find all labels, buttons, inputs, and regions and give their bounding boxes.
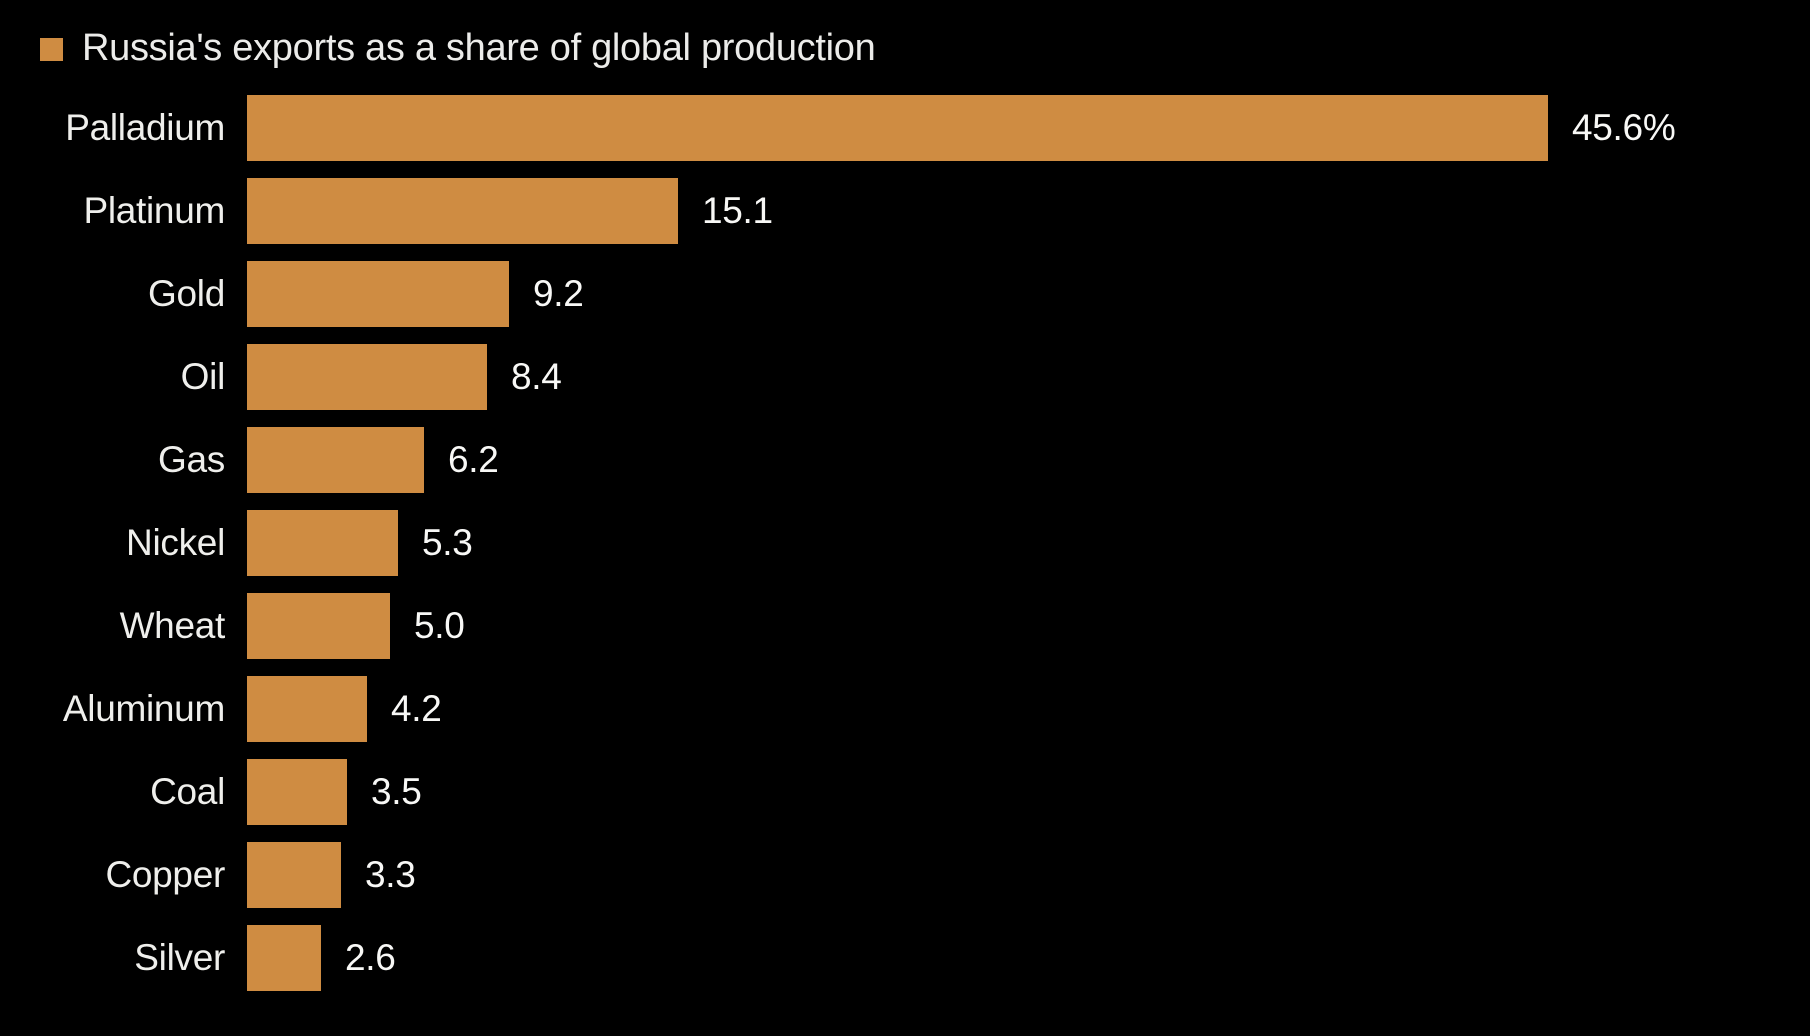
category-label: Copper	[105, 854, 225, 895]
category-label: Palladium	[65, 107, 225, 148]
value-label: 3.5	[371, 771, 422, 812]
bar	[247, 510, 398, 576]
value-label: 9.2	[533, 273, 584, 314]
value-label: 5.0	[414, 605, 465, 646]
bar	[247, 95, 1548, 161]
bar-row: Silver 2.6	[0, 925, 1810, 991]
value-label: 5.3	[422, 522, 473, 563]
value-label: 8.4	[511, 356, 562, 397]
bar-row: Gas 6.2	[0, 427, 1810, 493]
category-label: Coal	[150, 771, 225, 812]
bar-row: Oil 8.4	[0, 344, 1810, 410]
bar-row: Gold 9.2	[0, 261, 1810, 327]
value-label: 3.3	[365, 854, 416, 895]
bar-row: Palladium 45.6%	[0, 95, 1810, 161]
bar-row: Copper 3.3	[0, 842, 1810, 908]
bar-rows: Palladium 45.6% Platinum 15.1 Gold 9.2 Oil 8.4 G…	[0, 95, 1810, 1008]
bar-row: Nickel 5.3	[0, 510, 1810, 576]
bar-row: Coal 3.5	[0, 759, 1810, 825]
legend-label: Russia's exports as a share of global pr…	[82, 26, 876, 69]
bar-row: Aluminum 4.2	[0, 676, 1810, 742]
bar-row: Platinum 15.1	[0, 178, 1810, 244]
category-label: Platinum	[83, 190, 225, 231]
bar	[247, 842, 341, 908]
bar-row: Wheat 5.0	[0, 593, 1810, 659]
bar	[247, 261, 509, 327]
category-label: Gold	[148, 273, 225, 314]
bar	[247, 759, 347, 825]
category-label: Gas	[158, 439, 225, 480]
legend-swatch-icon	[40, 38, 63, 61]
category-label: Silver	[134, 937, 225, 978]
bar	[247, 344, 487, 410]
category-label: Nickel	[126, 522, 225, 563]
bar	[247, 593, 390, 659]
bar	[247, 427, 424, 493]
bar	[247, 925, 321, 991]
chart-legend: Russia's exports as a share of global pr…	[40, 26, 876, 69]
value-label: 15.1	[702, 190, 773, 231]
category-label: Aluminum	[62, 688, 225, 729]
category-label: Wheat	[119, 605, 226, 646]
value-label: 6.2	[448, 439, 499, 480]
category-label: Oil	[180, 356, 226, 397]
value-label: 2.6	[345, 937, 396, 978]
bar	[247, 676, 367, 742]
value-label: 45.6%	[1572, 107, 1676, 148]
value-label: 4.2	[391, 688, 442, 729]
bar	[247, 178, 678, 244]
